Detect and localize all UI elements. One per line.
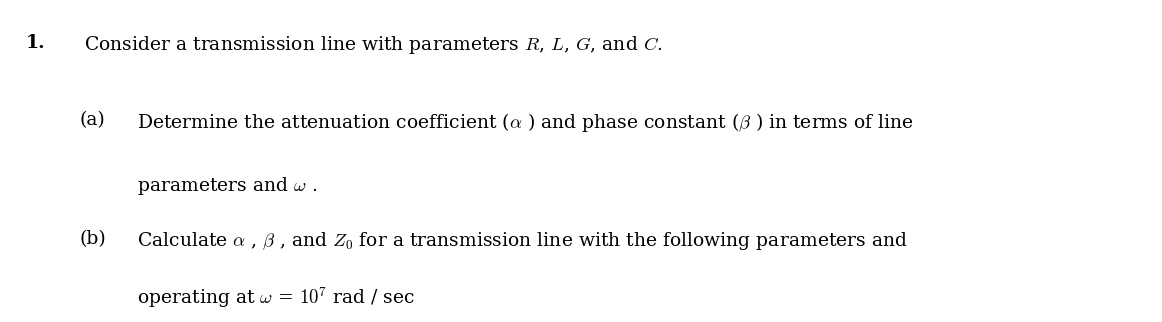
Text: (b): (b) <box>79 230 106 248</box>
Text: parameters and $\omega$ .: parameters and $\omega$ . <box>137 175 317 197</box>
Text: operating at $\omega$ = $10^7$ rad / sec: operating at $\omega$ = $10^7$ rad / sec <box>137 285 415 310</box>
Text: (a): (a) <box>79 111 105 129</box>
Text: Consider a transmission line with parameters $R$, $L$, $G$, and $C$.: Consider a transmission line with parame… <box>84 34 662 56</box>
Text: 1.: 1. <box>26 34 45 52</box>
Text: Determine the attenuation coefficient ($\alpha$ ) and phase constant ($\beta$ ) : Determine the attenuation coefficient ($… <box>137 111 913 134</box>
Text: Calculate $\alpha$ , $\beta$ , and $Z_0$ for a transmission line with the follow: Calculate $\alpha$ , $\beta$ , and $Z_0$… <box>137 230 908 252</box>
